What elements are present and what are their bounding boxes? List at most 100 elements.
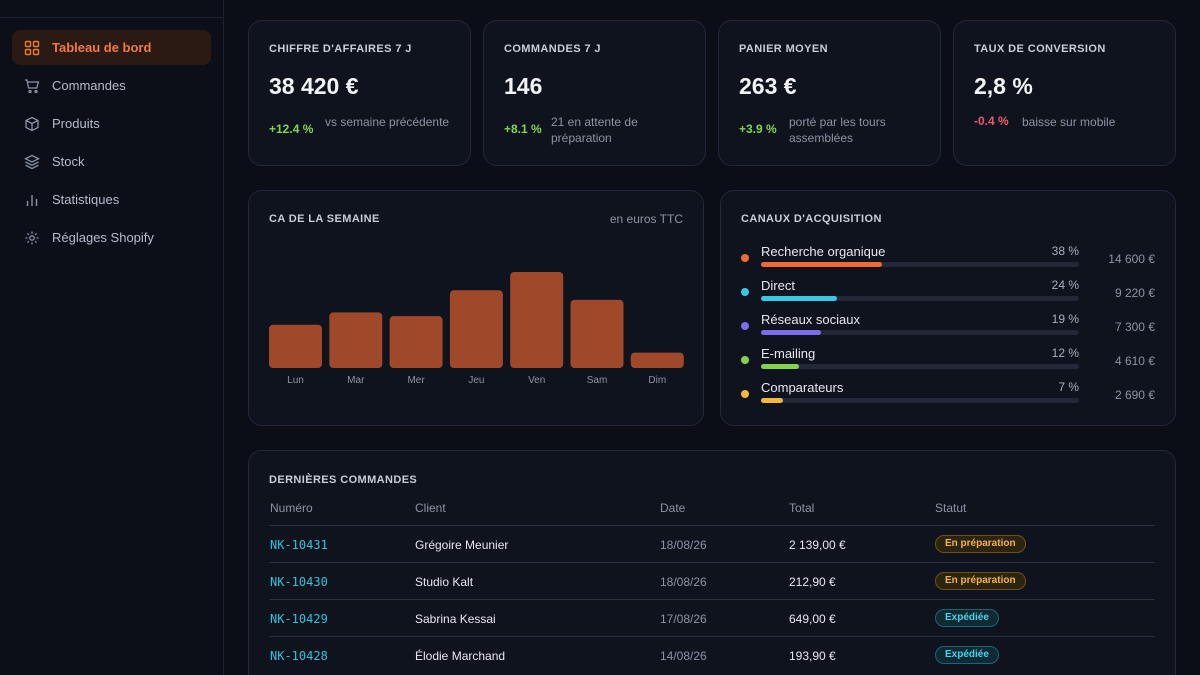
channel-row[interactable]: Direct 24 % 9 220 € (741, 278, 1161, 310)
channel-progress-fill (761, 364, 800, 369)
kpi-note: vs semaine précédente (325, 115, 450, 129)
sidebar-item-produits[interactable]: Produits (12, 106, 211, 141)
column-header-total[interactable]: Total (789, 501, 815, 515)
channel-amount: 2 690 € (1114, 388, 1155, 402)
column-header-date[interactable]: Date (660, 501, 686, 515)
channel-progress-fill (761, 296, 838, 301)
kpi-label: CHIFFRE D'AFFAIRES 7 J (269, 43, 412, 55)
kpi-note: baisse sur mobile (1022, 115, 1116, 129)
channel-row[interactable]: Comparateurs 7 % 2 690 € (741, 380, 1161, 412)
order-number-link[interactable]: NK-10429 (270, 612, 328, 626)
orders-title: DERNIÈRES COMMANDES (269, 474, 418, 486)
order-client: Studio Kalt (415, 575, 474, 589)
sidebar-item-commandes[interactable]: Commandes (12, 68, 211, 103)
order-number-link[interactable]: NK-10428 (270, 649, 328, 663)
table-row[interactable]: NK-10428 Élodie Marchand 14/08/26 193,90 € E… (269, 636, 1155, 673)
channel-progress-fill (761, 262, 882, 267)
order-date: 14/08/26 (660, 649, 707, 663)
sidebar-item-reglages[interactable]: Réglages Shopify (12, 220, 211, 255)
column-header-status[interactable]: Statut (935, 501, 967, 515)
kpi-value: 2,8 % (974, 73, 1033, 99)
sidebar-item-label: Statistiques (52, 192, 120, 207)
sidebar-item-label: Tableau de bord (52, 40, 152, 55)
channel-percentage: 19 % (1051, 312, 1079, 326)
channel-row[interactable]: Réseaux sociaux 19 % 7 300 € (741, 312, 1161, 344)
table-row[interactable]: NK-10431 Grégoire Meunier 18/08/26 2 139,00… (269, 525, 1155, 562)
kpi-note: porté par les tours assemblées (789, 115, 886, 145)
channel-percentage: 12 % (1051, 346, 1079, 360)
kpi-label: TAUX DE CONVERSION (974, 43, 1106, 55)
order-number-link[interactable]: NK-10431 (270, 538, 328, 552)
channel-name: Recherche organique (761, 244, 886, 259)
channel-progress-fill (761, 330, 822, 335)
kpi-value: 38 420 € (269, 73, 359, 99)
dashboard-icon (24, 40, 40, 56)
cart-icon (24, 78, 40, 94)
x-tick-label: Ven (528, 375, 545, 386)
channel-progress-track (761, 398, 1079, 403)
order-total: 212,90 € (789, 575, 836, 589)
bar-jeu[interactable] (449, 290, 503, 368)
kpi-note: 21 en attente de préparation (551, 115, 638, 145)
channel-dot-icon (741, 254, 749, 262)
sidebar-item-label: Produits (52, 116, 100, 131)
sidebar-item-label: Stock (52, 154, 85, 169)
box-icon (24, 116, 40, 132)
sidebar-item-stock[interactable]: Stock (12, 144, 211, 179)
status-badge: En préparation (935, 535, 1026, 553)
weekly-revenue-chart: Lun Mar Mer Jeu Ven Sam Dim (269, 272, 684, 386)
bar-dim[interactable] (630, 352, 684, 368)
bar-ven[interactable] (510, 272, 564, 368)
table-row[interactable]: NK-10429 Sabrina Kessai 17/08/26 649,00 € Ex… (269, 599, 1155, 636)
x-tick-label: Sam (587, 375, 608, 386)
chart-title: CA DE LA SEMAINE (269, 213, 380, 225)
sidebar: Tableau de bord Commandes Produits (0, 0, 224, 675)
channel-progress-track (761, 296, 1079, 301)
column-header-number[interactable]: Numéro (270, 501, 313, 515)
kpi-card-revenue: CHIFFRE D'AFFAIRES 7 J 38 420 € +12.4 % … (248, 20, 471, 166)
acquisition-channels-card: CANAUX D'ACQUISITION Recherche organique… (720, 190, 1176, 426)
x-tick-label: Mar (347, 375, 365, 386)
order-date: 18/08/26 (660, 538, 707, 552)
channel-percentage: 38 % (1051, 244, 1079, 258)
chart-unit: en euros TTC (609, 212, 683, 226)
channel-row[interactable]: Recherche organique 38 % 14 600 € (741, 244, 1161, 276)
channel-name: Réseaux sociaux (761, 312, 860, 327)
bar-mer[interactable] (389, 316, 443, 368)
order-total: 2 139,00 € (789, 538, 846, 552)
x-tick-label: Lun (287, 375, 304, 386)
channel-amount: 14 600 € (1108, 252, 1155, 266)
sidebar-item-dashboard[interactable]: Tableau de bord (12, 30, 211, 65)
channel-dot-icon (741, 390, 749, 398)
order-total: 649,00 € (789, 612, 836, 626)
channels-title: CANAUX D'ACQUISITION (741, 213, 882, 225)
x-tick-label: Mer (407, 375, 425, 386)
bar-mar[interactable] (329, 312, 383, 368)
channel-amount: 4 610 € (1114, 354, 1155, 368)
bar-sam[interactable] (570, 299, 624, 368)
order-number-link[interactable]: NK-10430 (270, 575, 328, 589)
kpi-card-basket: PANIER MOYEN 263 € +3.9 % porté par les … (718, 20, 941, 166)
sidebar-item-statistiques[interactable]: Statistiques (12, 182, 211, 217)
sidebar-item-label: Commandes (52, 78, 126, 93)
kpi-label: COMMANDES 7 J (504, 43, 601, 55)
column-header-client[interactable]: Client (415, 501, 446, 515)
channel-row[interactable]: E-mailing 12 % 4 610 € (741, 346, 1161, 378)
kpi-delta: +3.9 % (739, 122, 777, 136)
channel-name: E-mailing (761, 346, 816, 361)
kpi-delta: +8.1 % (504, 122, 542, 136)
kpi-value: 263 € (739, 73, 797, 99)
kpi-delta: -0.4 % (974, 114, 1009, 128)
bar-lun[interactable] (269, 324, 322, 368)
recent-orders-card: DERNIÈRES COMMANDES Numéro Client Date T… (248, 450, 1176, 675)
weekly-revenue-card: CA DE LA SEMAINE en euros TTC Lun Mar Mer J… (248, 190, 704, 426)
kpi-card-conversion: TAUX DE CONVERSION 2,8 % -0.4 % baisse s… (953, 20, 1176, 166)
channel-dot-icon (741, 288, 749, 296)
table-row[interactable]: NK-10430 Studio Kalt 18/08/26 212,90 € En pr… (269, 562, 1155, 599)
channel-amount: 7 300 € (1114, 320, 1155, 334)
x-tick-label: Jeu (468, 375, 484, 386)
order-client: Élodie Marchand (415, 649, 506, 663)
status-badge: Expédiée (935, 646, 999, 664)
order-client: Grégoire Meunier (415, 538, 509, 552)
